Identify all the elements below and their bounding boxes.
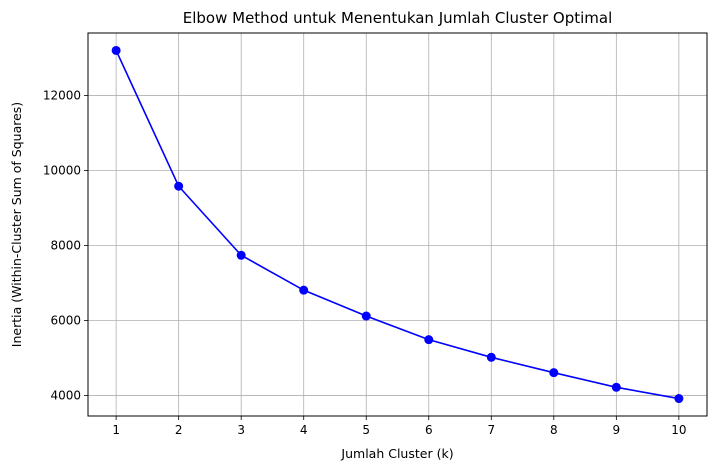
y-tick-label: 6000: [50, 314, 81, 328]
chart-title: Elbow Method untuk Menentukan Jumlah Clu…: [183, 9, 613, 27]
data-point: [549, 368, 559, 378]
x-tick-label: 4: [300, 423, 308, 437]
data-point: [674, 394, 684, 404]
data-point: [361, 311, 371, 321]
y-tick-label: 12000: [43, 88, 81, 102]
data-point: [236, 250, 246, 260]
x-axis-label: Jumlah Cluster (k): [340, 446, 453, 461]
series-line: [115, 50, 680, 400]
data-point: [299, 285, 309, 295]
x-tick-label: 6: [425, 423, 433, 437]
series-line-layer: [111, 45, 684, 404]
ticks: 1 2 3 4 5 6 7 8 9 10 4000 6000 8000 10000 12000: [43, 88, 687, 437]
x-tick-label: 10: [671, 423, 686, 437]
data-point: [111, 45, 121, 55]
y-tick-label: 8000: [50, 239, 81, 253]
y-axis-label: Inertia (Within-Cluster Sum of Squares): [9, 102, 24, 347]
x-tick-label: 3: [237, 423, 245, 437]
y-tick-label: 4000: [50, 389, 81, 403]
data-point: [486, 352, 496, 362]
y-tick-label: 10000: [43, 163, 81, 177]
data-point: [611, 382, 621, 392]
x-tick-label: 5: [362, 423, 370, 437]
x-tick-label: 1: [112, 423, 120, 437]
x-tick-label: 2: [175, 423, 183, 437]
x-tick-label: 9: [613, 423, 621, 437]
grid: [88, 33, 707, 416]
x-tick-label: 8: [550, 423, 558, 437]
plot-frame: [87, 32, 708, 417]
data-point: [174, 181, 184, 191]
data-point: [424, 335, 434, 345]
x-tick-label: 7: [487, 423, 495, 437]
